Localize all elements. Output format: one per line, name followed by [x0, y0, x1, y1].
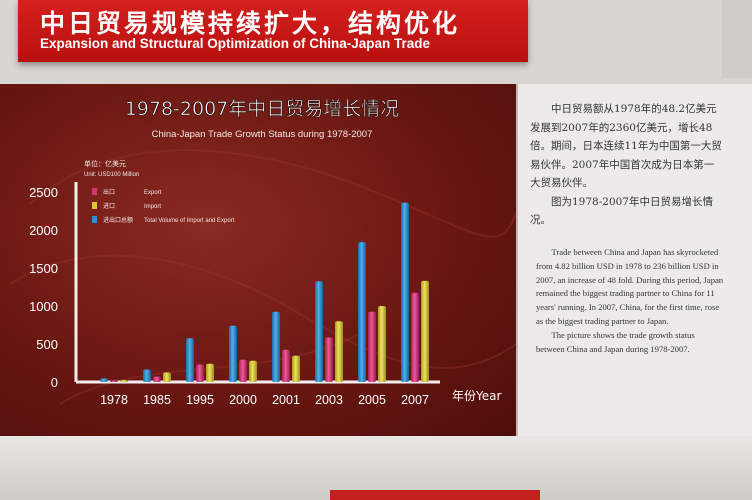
description-zh-paragraph-2: 图为1978-2007年中日贸易增长情况。: [530, 195, 713, 227]
bar-import-2003: [335, 321, 343, 382]
description-zh-paragraph-1: 中日贸易额从1978年的48.2亿美元发展到2007年的2360亿美元，增长48…: [530, 103, 722, 189]
y-tick-label: 500: [36, 337, 58, 352]
y-tick-label: 2000: [29, 223, 58, 238]
bar-export-1995: [196, 364, 204, 382]
description-en-paragraph-1: Trade between China and Japan has skyroc…: [536, 247, 724, 326]
legend-label-en: Export: [144, 190, 162, 196]
bar-import-1995: [206, 363, 214, 382]
y-tick-label: 1500: [29, 261, 58, 276]
legend-swatch: [92, 216, 97, 223]
bar-export-2005: [368, 311, 376, 382]
decorative-swirls: [9, 149, 516, 405]
legend-label-en: Total Volume of Import and Export: [144, 218, 235, 224]
trade-chart: 1978-2007年中日贸易增长情况 China-Japan Trade Gro…: [9, 98, 516, 407]
legend-label-zh: 进出口总额: [103, 216, 133, 224]
legend-swatch: [92, 202, 97, 209]
bars: [100, 202, 429, 382]
description-panel: [516, 84, 752, 436]
x-tick-label: 1978: [100, 393, 128, 407]
x-tick-label: 1985: [143, 393, 171, 407]
x-tick-label: 2001: [272, 393, 300, 407]
chart-panel: [0, 84, 516, 436]
chart-title: 1978-2007年中日贸易增长情况: [125, 98, 400, 120]
bar-export-2001: [282, 349, 290, 382]
bar-export-2003: [325, 337, 333, 382]
bar-total-volume-of-import-and-export-2001: [272, 311, 280, 382]
bar-import-1985: [163, 372, 171, 382]
bar-export-1985: [153, 376, 161, 382]
banner-title-en: Expansion and Structural Optimization of…: [40, 36, 431, 51]
x-tick-label: 2003: [315, 393, 343, 407]
axes: 0 500 1000 1500 2000 2500 1978 1985 1995 2000 2001…: [29, 182, 440, 407]
description-en: Trade between China and Japan has skyroc…: [536, 246, 724, 356]
y-tick-label: 0: [51, 375, 58, 390]
description-en-paragraph-2: The picture shows the trade growth statu…: [536, 329, 695, 354]
banner: 中日贸易规模持续扩大，结构优化 Expansion and Structural…: [18, 0, 528, 62]
bar-import-2005: [378, 306, 386, 382]
bar-export-1978: [110, 380, 118, 382]
chart-subtitle: China-Japan Trade Growth Status during 1…: [152, 129, 373, 140]
bar-import-2007: [421, 280, 429, 382]
bar-total-volume-of-import-and-export-2000: [229, 325, 237, 382]
legend: 出口 Export 进口 Import 进出口总额 Total Volume of Imp…: [92, 188, 235, 224]
bar-import-2000: [249, 360, 257, 382]
banner-title-zh: 中日贸易规模持续扩大，结构优化: [40, 9, 461, 38]
bar-import-1978: [120, 380, 128, 382]
bar-total-volume-of-import-and-export-2007: [401, 202, 409, 382]
legend-label-zh: 进口: [103, 202, 115, 210]
x-tick-label: 1995: [186, 393, 214, 407]
y-tick-label: 2500: [29, 185, 58, 200]
bar-total-volume-of-import-and-export-1995: [186, 338, 194, 382]
bar-total-volume-of-import-and-export-1978: [100, 378, 108, 382]
bar-total-volume-of-import-and-export-1985: [143, 369, 151, 382]
x-axis-label: 年份Year: [452, 389, 501, 403]
floor: [0, 436, 752, 500]
x-tick-label: 2000: [229, 393, 257, 407]
bar-total-volume-of-import-and-export-2005: [358, 242, 366, 382]
x-tick-label: 2007: [401, 393, 429, 407]
bar-import-2001: [292, 355, 300, 382]
unit-label-en: Unit: USD100 Million: [84, 172, 139, 178]
wall-edge: [722, 0, 752, 78]
bar-export-2000: [239, 359, 247, 382]
x-tick-label: 2005: [358, 393, 386, 407]
unit-label-zh: 单位：亿美元: [84, 159, 126, 168]
y-tick-label: 1000: [29, 299, 58, 314]
bar-total-volume-of-import-and-export-2003: [315, 281, 323, 382]
floor-red-panel: [330, 490, 540, 500]
legend-swatch: [92, 188, 97, 195]
legend-label-en: Import: [144, 204, 161, 210]
bar-export-2007: [411, 292, 419, 382]
description-zh: 中日贸易额从1978年的48.2亿美元发展到2007年的2360亿美元，增长48…: [530, 100, 722, 230]
legend-label-zh: 出口: [103, 188, 115, 196]
